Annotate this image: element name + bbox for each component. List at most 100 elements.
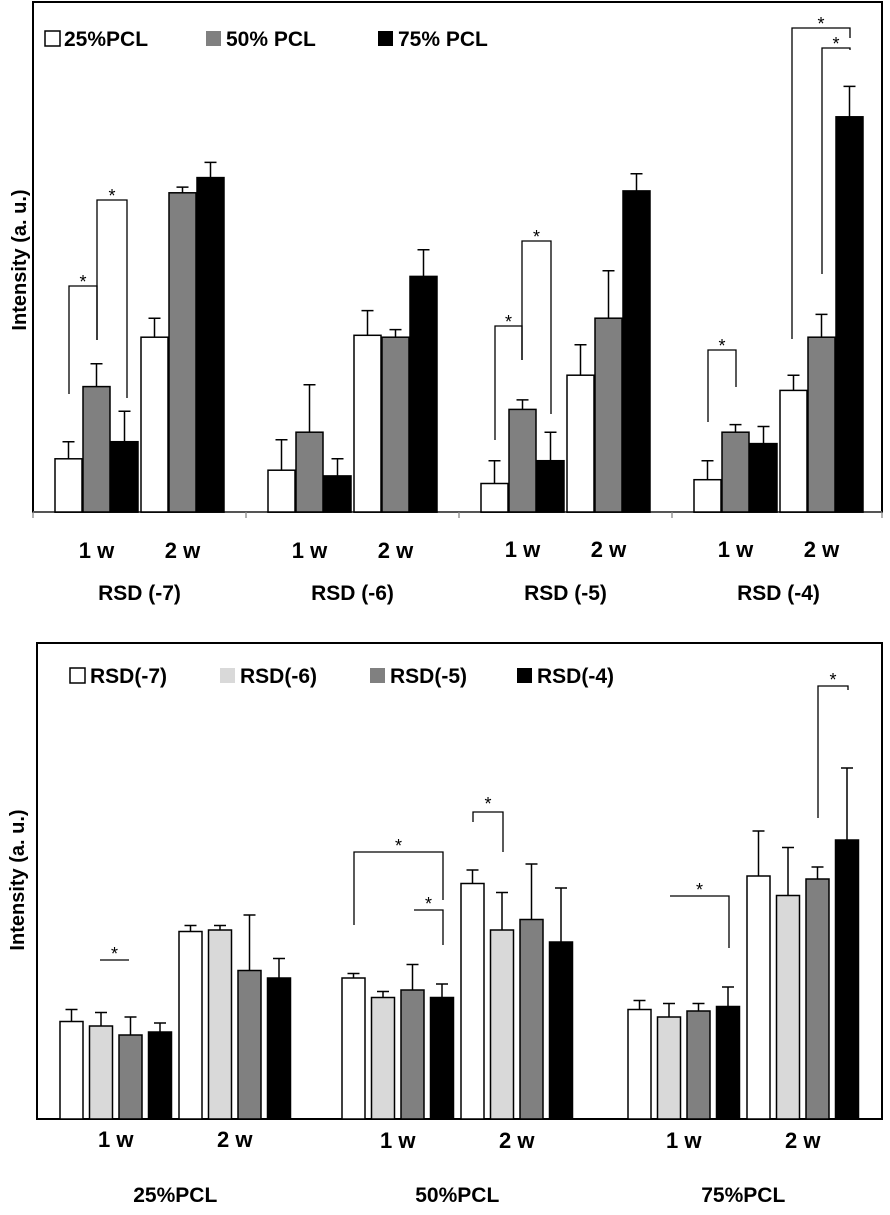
error-bar-rsd-7-2-w-25-pcl [148,317,161,338]
significance-star-4: * [696,880,703,900]
legend-label-rsd-6: RSD(-6) [240,665,317,688]
bar-rsd-6-1-w-25-pcl [267,469,296,513]
error-bar-25-pcl-1-w-rsd-5 [124,1016,137,1035]
legend-swatch-50pcl [206,31,221,46]
bar-25-pcl-2-w-rsd-6 [207,929,233,1120]
bar-rsd-7-2-w-50-pcl [168,192,197,513]
legend-label-rsd-4: RSD(-4) [537,665,614,688]
group-label-rsd-5: RSD (-5) [524,582,607,605]
tick-label-25-pcl-2-w: 2 w [217,1127,253,1152]
bar-25-pcl-1-w-rsd-6 [88,1025,114,1120]
bar-rsd-6-1-w-75-pcl [323,475,352,513]
error-bar-75-pcl-1-w-rsd-6 [663,1002,675,1017]
error-bar-rsd-7-1-w-75-pcl [118,410,131,442]
error-bar-75-pcl-1-w-rsd-5 [692,1002,705,1011]
significance-star-3: * [484,794,491,814]
tick-label-rsd-7-1-w: 1 w [79,538,115,563]
error-bar-rsd-6-1-w-50-pcl [303,383,316,433]
tick-label-rsd-4-1-w: 1 w [718,537,754,562]
error-bar-rsd-5-2-w-75-pcl [630,173,643,191]
error-bar-50-pcl-1-w-rsd-4 [436,983,448,998]
bar-rsd-5-1-w-25-pcl [480,482,509,513]
bar-rsd-7-2-w-25-pcl [140,336,169,513]
chart-bottom-legend: RSD(-7) RSD(-6) RSD(-5) RSD(-4) [69,665,614,688]
significance-bracket-0 [68,285,98,394]
legend-swatch-rsd-7 [69,667,86,684]
error-bar-75-pcl-2-w-rsd-6 [782,846,794,896]
bar-75-pcl-1-w-rsd-4 [715,1005,741,1120]
bar-50-pcl-1-w-rsd-7 [341,977,366,1120]
bar-75-pcl-2-w-rsd-5 [805,878,830,1120]
chart-top-legend: 25%PCL 50% PCL 75% PCL [44,28,488,51]
error-bar-50-pcl-1-w-rsd-5 [406,963,419,990]
tick-label-rsd-5-2-w: 2 w [591,537,627,562]
error-bar-75-pcl-2-w-rsd-5 [811,866,824,879]
error-bar-rsd-4-2-w-50-pcl [815,313,828,338]
error-bar-rsd-7-2-w-50-pcl [176,186,189,193]
bar-25-pcl-1-w-rsd-7 [59,1020,84,1120]
bar-rsd-5-1-w-50-pcl [508,408,537,513]
significance-bracket-4 [707,349,737,422]
tick-label-rsd-6-2-w: 2 w [378,538,414,563]
significance-star-5: * [829,670,836,690]
bar-50-pcl-1-w-rsd-5 [400,989,425,1120]
bar-50-pcl-2-w-rsd-6 [489,929,515,1120]
bar-rsd-5-2-w-50-pcl [594,317,623,513]
tick-label-rsd-4-2-w: 2 w [804,537,840,562]
chart-bottom-marks: 1 w 2 w 25%PCL 1 w 2 w 50%PCL 1 w 2 w 75%PCL * * * *… [59,670,860,1207]
error-bar-75-pcl-1-w-rsd-7 [633,999,646,1010]
significance-star-2: * [425,894,432,914]
legend-swatch-rsd-5 [370,668,385,683]
bar-75-pcl-2-w-rsd-4 [834,839,860,1120]
error-bar-rsd-7-1-w-25-pcl [62,440,75,459]
significance-bracket-4 [670,895,730,948]
error-bar-25-pcl-2-w-rsd-4 [273,957,285,978]
chart-rsd-groups: 1 w 2 w RSD (-7) 1 w 2 w RSD (-6) 1 w 2 w RSD (-… [9,1,883,605]
tick-label-75-pcl-2-w: 2 w [785,1128,821,1153]
significance-star-3: * [533,227,540,247]
tick-label-25-pcl-1-w: 1 w [98,1127,134,1152]
bar-rsd-4-1-w-75-pcl [749,442,778,513]
bar-rsd-6-2-w-25-pcl [353,334,382,513]
bar-rsd-5-2-w-25-pcl [566,374,595,513]
bar-rsd-6-2-w-75-pcl [409,275,438,513]
bar-rsd-4-1-w-25-pcl [693,478,722,513]
error-bar-50-pcl-1-w-rsd-6 [377,990,389,998]
legend-label-75pcl: 75% PCL [398,28,488,51]
error-bar-rsd-4-1-w-25-pcl [701,459,714,480]
significance-bracket-2 [414,909,444,945]
chart-pcl-groups: 1 w 2 w 25%PCL 1 w 2 w 50%PCL 1 w 2 w 75%PCL * * * *… [7,642,883,1207]
legend-label-rsd-5: RSD(-5) [390,665,467,688]
error-bar-25-pcl-1-w-rsd-7 [65,1008,78,1022]
group-label-rsd-7: RSD (-7) [98,582,181,605]
bar-75-pcl-1-w-rsd-5 [686,1010,711,1120]
significance-bracket-3 [521,240,552,414]
group-label-75-pcl: 75%PCL [701,1184,785,1207]
error-bar-rsd-6-1-w-75-pcl [331,458,344,476]
bar-25-pcl-1-w-rsd-5 [118,1034,143,1120]
chart-bottom-ylabel: Intensity (a. u.) [7,809,29,950]
significance-star-0: * [111,944,118,964]
significance-star-5: * [832,34,839,54]
error-bar-rsd-4-1-w-50-pcl [729,423,742,433]
tick-label-rsd-5-1-w: 1 w [505,537,541,562]
error-bar-rsd-6-2-w-50-pcl [389,328,402,338]
error-bar-rsd-7-1-w-50-pcl [90,363,103,387]
chart-top-marks: 1 w 2 w RSD (-7) 1 w 2 w RSD (-6) 1 w 2 w RSD (-… [32,14,883,605]
error-bar-75-pcl-2-w-rsd-7 [752,830,765,876]
significance-bracket-5 [821,47,851,274]
significance-star-6: * [817,14,824,34]
error-bar-rsd-6-1-w-25-pcl [275,439,288,471]
tick-label-75-pcl-1-w: 1 w [666,1128,702,1153]
chart-top-ylabel: Intensity (a. u.) [9,189,31,330]
bar-50-pcl-1-w-rsd-6 [370,996,396,1120]
bar-rsd-7-1-w-75-pcl [110,440,139,513]
bar-rsd-5-2-w-75-pcl [622,190,651,513]
error-bar-rsd-4-2-w-25-pcl [787,374,800,391]
tick-label-50-pcl-2-w: 2 w [499,1128,535,1153]
bar-rsd-7-2-w-75-pcl [196,176,225,513]
bar-50-pcl-2-w-rsd-5 [519,918,544,1120]
bar-rsd-5-1-w-75-pcl [536,459,565,513]
significance-star-2: * [505,312,512,332]
